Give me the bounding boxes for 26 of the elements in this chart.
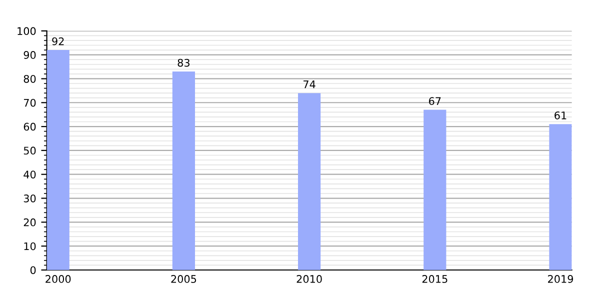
bar [172,72,196,270]
y-tick-label: 10 [24,242,36,250]
data-label: 92 [52,37,64,46]
y-tick-label: 40 [24,170,36,178]
bar [46,50,70,270]
y-tick-label: 30 [24,194,36,202]
y-tick-label: 70 [24,98,36,107]
y-tick-label: 90 [24,51,36,59]
y-tick-label: 50 [24,146,36,155]
y-tick-label: 0 [30,266,36,274]
data-label: 67 [429,97,441,106]
x-tick-label: 2010 [296,275,322,283]
y-tick-label: 100 [18,27,36,36]
y-tick-label: 20 [24,218,36,226]
x-tick-label: 2000 [46,275,71,283]
x-tick-label: 2019 [548,275,574,283]
bar [549,124,572,270]
y-tick-label: 80 [24,74,36,83]
y-tick-label: 60 [24,122,36,131]
bar [424,110,446,270]
bar [298,93,321,270]
data-label: 83 [178,58,190,67]
data-label: 74 [304,80,316,88]
x-tick-label: 2005 [171,275,196,283]
x-tick-label: 2015 [422,275,448,283]
data-label: 61 [554,111,566,120]
